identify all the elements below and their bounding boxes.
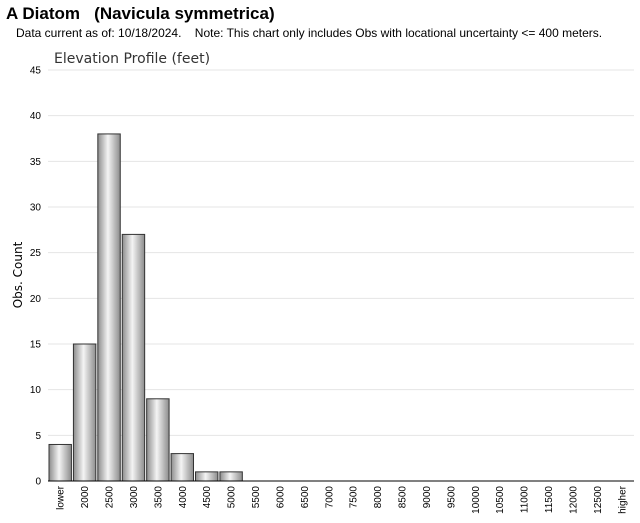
x-tick-label: 2000 xyxy=(80,486,91,509)
x-tick-label: lower xyxy=(56,485,67,510)
x-tick-label: 10000 xyxy=(471,486,482,514)
x-tick-label: 12000 xyxy=(568,486,579,514)
bar xyxy=(48,443,72,482)
x-tick-label: higher xyxy=(617,485,628,513)
y-tick-label: 0 xyxy=(35,477,41,488)
bars xyxy=(48,133,243,482)
x-tick-label: 5500 xyxy=(251,486,262,509)
x-tick-label: 7000 xyxy=(324,486,335,509)
x-tick-label: 7500 xyxy=(349,486,360,509)
x-tick-label: 9500 xyxy=(446,486,457,509)
x-tick-label: 3500 xyxy=(153,486,164,509)
bar xyxy=(170,453,194,482)
x-tick-label: 4500 xyxy=(202,486,213,509)
bar xyxy=(146,398,170,482)
x-tick-label: 3000 xyxy=(129,486,140,509)
bar xyxy=(195,471,219,482)
x-tick-label: 9000 xyxy=(422,486,433,509)
chart-title: Elevation Profile (feet) xyxy=(54,51,210,67)
y-tick-label: 35 xyxy=(30,157,42,168)
bar xyxy=(97,133,121,482)
y-tick-label: 45 xyxy=(30,66,42,77)
x-tick-label: 10500 xyxy=(495,486,506,514)
x-tick-label: 5000 xyxy=(227,486,238,509)
bar xyxy=(121,233,146,482)
y-tick-label: 20 xyxy=(30,294,42,305)
bar xyxy=(219,471,243,482)
x-tick-label: 11500 xyxy=(544,486,555,514)
y-tick-label: 30 xyxy=(30,203,42,214)
y-axis-label: Obs. Count xyxy=(11,241,25,308)
y-tick-label: 40 xyxy=(30,111,42,122)
y-tick-label: 25 xyxy=(30,248,42,259)
axes: 0 5 10 15 20 25 30 35 40 45 lower 2000 2500 3000 3500 4… xyxy=(30,66,634,514)
y-tick-label: 10 xyxy=(30,385,42,396)
y-tick-label: 5 xyxy=(35,431,41,442)
x-tick-label: 8000 xyxy=(373,486,384,509)
x-tick-label: 6500 xyxy=(300,486,311,509)
x-tick-label: 6000 xyxy=(275,486,286,509)
x-tick-label: 2500 xyxy=(105,486,116,509)
x-tick-label: 4000 xyxy=(178,486,189,509)
y-tick-label: 15 xyxy=(30,340,42,351)
x-tick-label: 12500 xyxy=(593,486,604,514)
x-tick-label: 8500 xyxy=(398,486,409,509)
x-tick-label: 11000 xyxy=(520,486,531,514)
grid-lines xyxy=(48,69,634,436)
data-note: Data current as of: 10/18/2024. Note: Th… xyxy=(16,26,603,40)
page-title: A Diatom (Navicula symmetrica) xyxy=(6,4,275,23)
bar xyxy=(72,343,97,482)
